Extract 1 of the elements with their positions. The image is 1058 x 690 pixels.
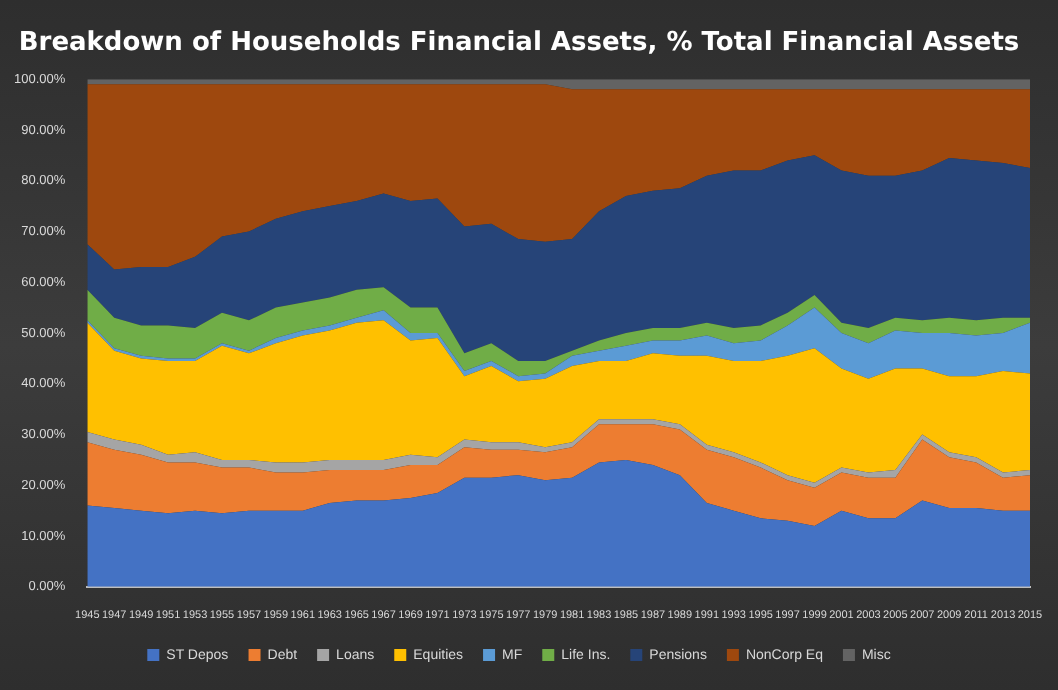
chart-title: Breakdown of Households Financial Assets, % Total Financial Assets bbox=[18, 28, 1020, 59]
